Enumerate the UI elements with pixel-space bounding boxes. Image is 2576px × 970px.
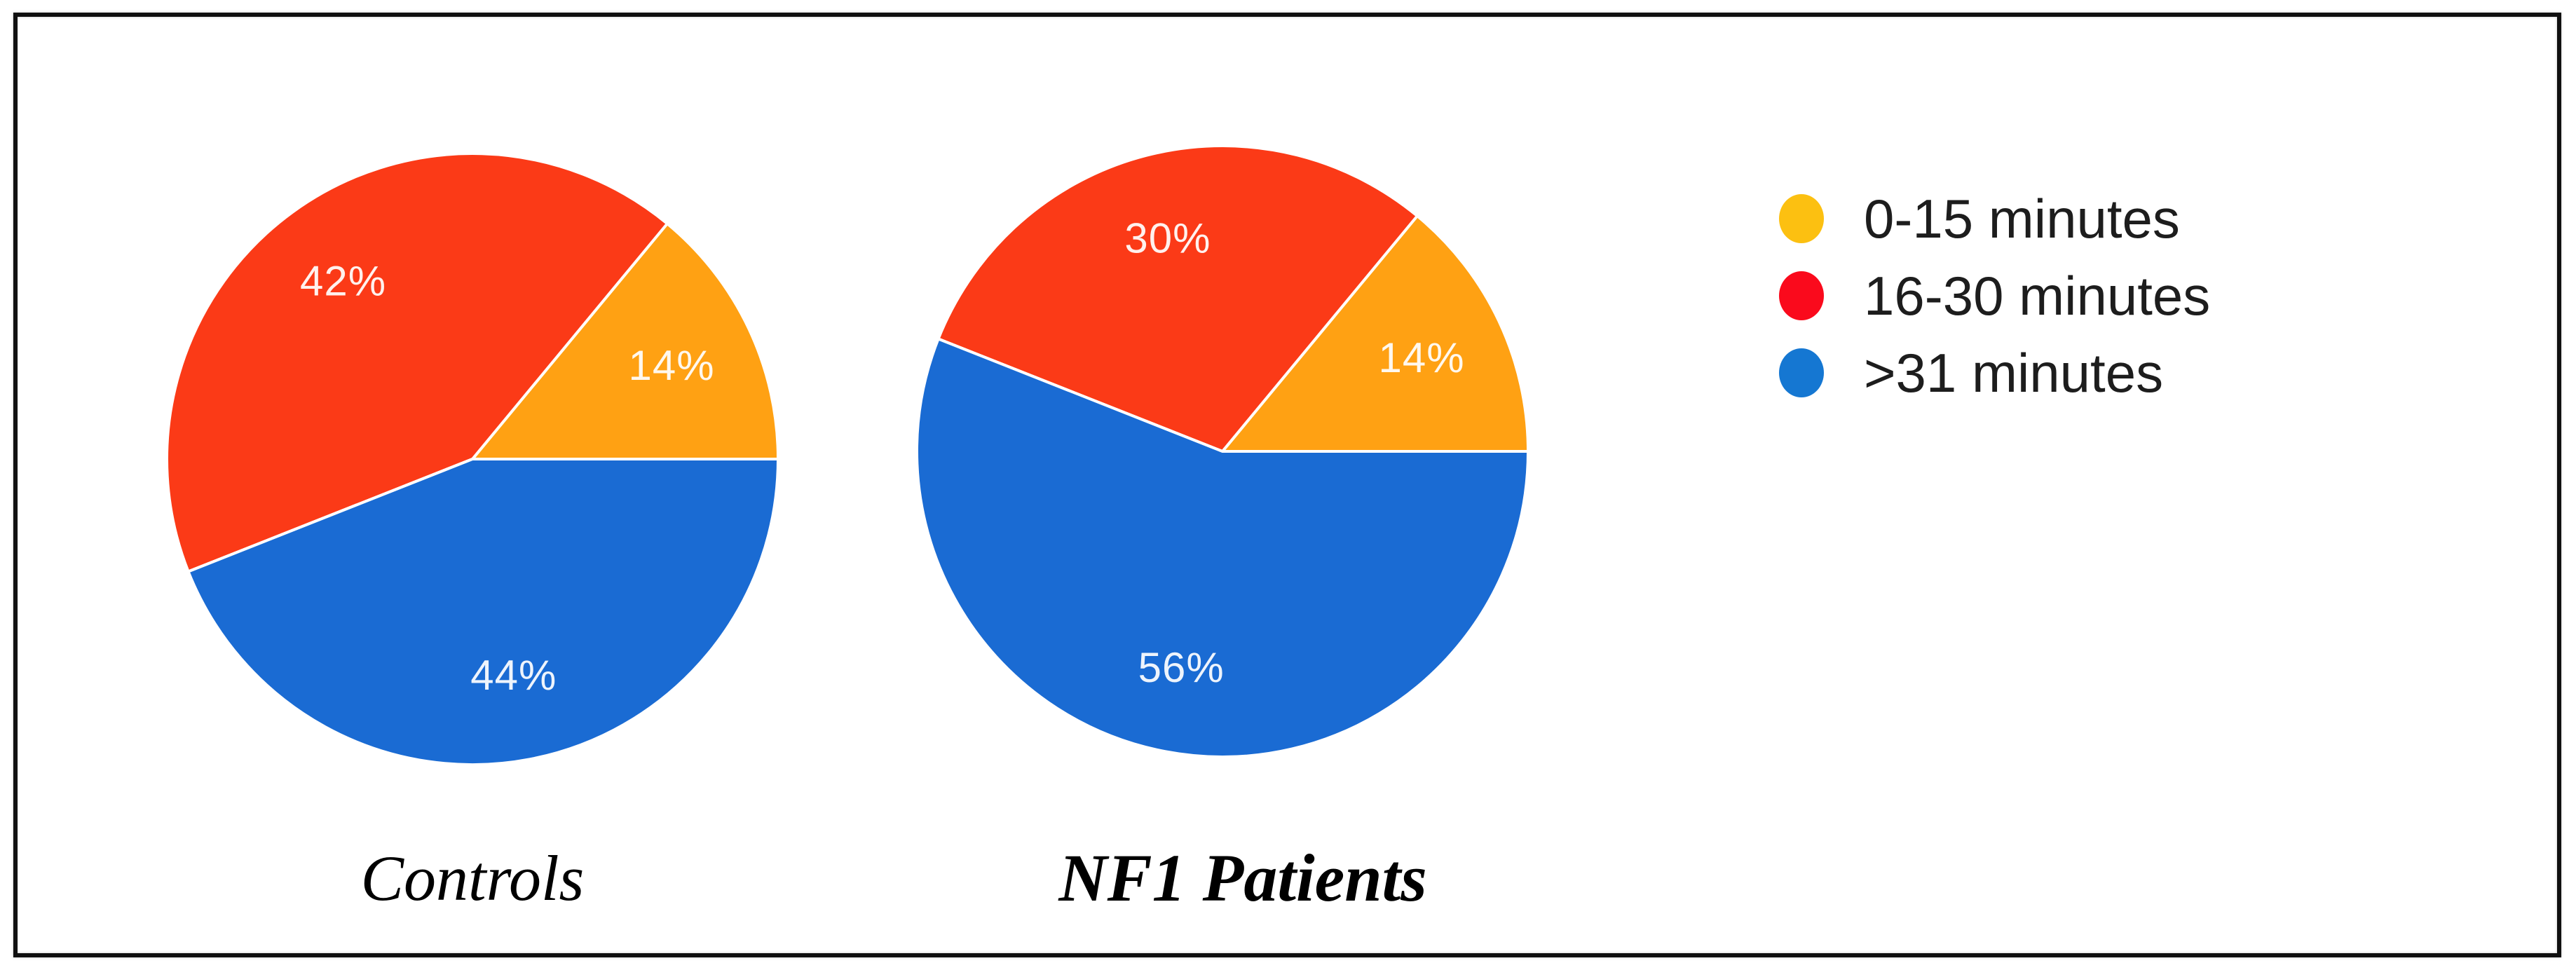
pie-title-controls: Controls	[360, 842, 585, 914]
pie-chart-controls: 14% 42% 44%	[165, 152, 779, 767]
pie-slice-percent-label: 30%	[1124, 214, 1211, 261]
pie-chart-nf1-patients: 14% 30% 56%	[915, 144, 1529, 758]
pie-slice-31-minutes	[186, 458, 779, 767]
legend-label: 16-30 minutes	[1864, 264, 2211, 327]
legend-item-0-15-minutes: 0-15 minutes	[1779, 180, 2210, 257]
legend: 0-15 minutes 16-30 minutes >31 minutes	[1779, 180, 2210, 411]
pie-slice-percent-label: 14%	[1378, 334, 1464, 381]
legend-label: >31 minutes	[1864, 341, 2164, 404]
pie-slice-0-15-minutes	[471, 222, 779, 460]
pie-slice-percent-label: 42%	[300, 258, 386, 305]
legend-item-16-30-minutes: 16-30 minutes	[1779, 257, 2210, 334]
pie-slice-16-30-minutes	[165, 152, 669, 573]
pie-slice-percent-label: 44%	[470, 652, 557, 699]
pie-slice-16-30-minutes	[936, 144, 1419, 453]
figure-border	[13, 13, 2561, 957]
legend-label: 0-15 minutes	[1864, 187, 2180, 250]
pie-slice-0-15-minutes	[1221, 214, 1529, 453]
pie-slice-31-minutes	[915, 337, 1529, 758]
legend-swatch-blue-icon	[1779, 348, 1824, 397]
legend-swatch-yellow-icon	[1779, 194, 1824, 243]
legend-swatch-red-icon	[1779, 271, 1824, 320]
legend-item-gt31-minutes: >31 minutes	[1779, 334, 2210, 411]
pie-slice-percent-label: 14%	[628, 342, 714, 389]
pie-slice-percent-label: 56%	[1138, 644, 1225, 691]
pie-title-nf1-patients: NF1 Patients	[1058, 840, 1427, 915]
